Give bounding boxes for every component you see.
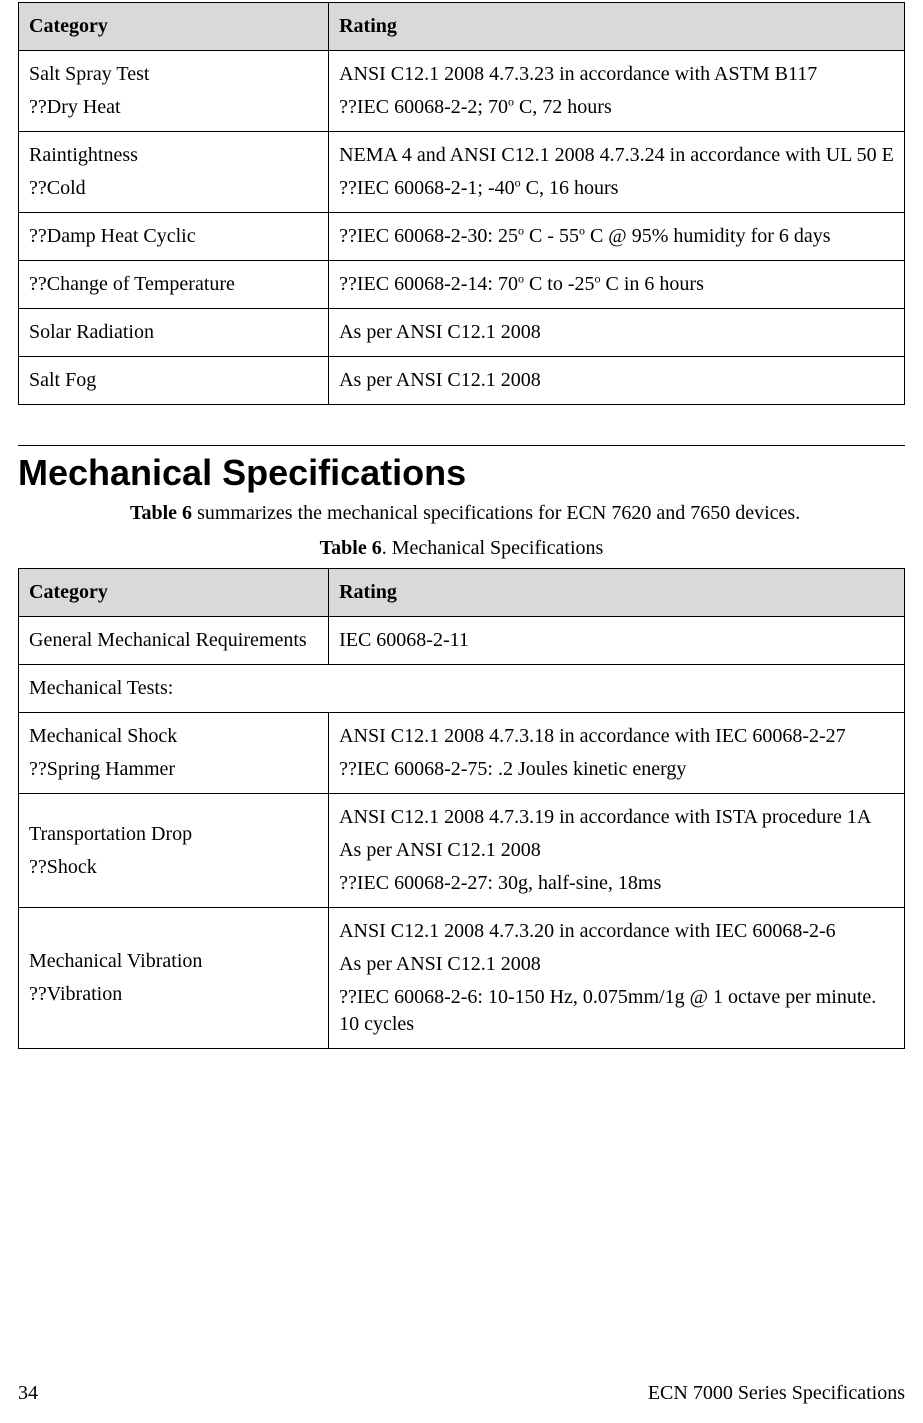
table1-header-rating: Rating	[329, 3, 905, 51]
table-cell: Salt Spray Test ??Dry Heat	[19, 51, 329, 132]
cell-line: ??IEC 60068-2-14: 70o C to -25o C in 6 h…	[339, 271, 894, 298]
table-cell: ??Damp Heat Cyclic	[19, 213, 329, 261]
cell-line: As per ANSI C12.1 2008	[339, 951, 894, 978]
cell-line: ??Cold	[29, 175, 318, 202]
table-cell: General Mechanical Requirements	[19, 617, 329, 665]
table-row: Salt Fog As per ANSI C12.1 2008	[19, 357, 905, 405]
section-heading: Mechanical Specifications	[18, 452, 905, 494]
page-number: 34	[18, 1382, 38, 1405]
table-row: Mechanical Shock ??Spring Hammer ANSI C12.…	[19, 713, 905, 794]
cell-line: ??Damp Heat Cyclic	[29, 223, 318, 250]
table-row: ??Change of Temperature ??IEC 60068-2-14:…	[19, 261, 905, 309]
cell-line: Mechanical Shock	[29, 723, 318, 750]
table1-header-category: Category	[19, 3, 329, 51]
intro-table-ref: Table 6	[130, 502, 192, 524]
cell-line: Salt Fog	[29, 367, 318, 394]
cell-line: NEMA 4 and ANSI C12.1 2008 4.7.3.24 in a…	[339, 142, 894, 169]
cell-line: As per ANSI C12.1 2008	[339, 837, 894, 864]
caption-rest: . Mechanical Specifications	[382, 537, 604, 559]
cell-line: As per ANSI C12.1 2008	[339, 367, 894, 394]
table-cell: ??IEC 60068-2-30: 25o C - 55o C @ 95% hu…	[329, 213, 905, 261]
table-row: ??Damp Heat Cyclic ??IEC 60068-2-30: 25o …	[19, 213, 905, 261]
table-cell: ANSI C12.1 2008 4.7.3.18 in accordance w…	[329, 713, 905, 794]
table2-header-category: Category	[19, 569, 329, 617]
environmental-spec-table: Category Rating Salt Spray Test ??Dry Hea…	[18, 2, 905, 405]
table-cell: Mechanical Shock ??Spring Hammer	[19, 713, 329, 794]
cell-line: As per ANSI C12.1 2008	[339, 319, 894, 346]
section-divider	[18, 445, 905, 446]
table-cell: ANSI C12.1 2008 4.7.3.19 in accordance w…	[329, 794, 905, 908]
table-row: Transportation Drop ??Shock ANSI C12.1 200…	[19, 794, 905, 908]
table-cell: ??IEC 60068-2-14: 70o C to -25o C in 6 h…	[329, 261, 905, 309]
table-cell: Salt Fog	[19, 357, 329, 405]
table-cell-full: Mechanical Tests:	[19, 665, 905, 713]
cell-line: ??Spring Hammer	[29, 756, 318, 783]
cell-line: ??IEC 60068-2-1; -40o C, 16 hours	[339, 175, 894, 202]
table-cell: As per ANSI C12.1 2008	[329, 357, 905, 405]
caption-prefix: Table 6	[320, 537, 382, 559]
cell-line: ??IEC 60068-2-75: .2 Joules kinetic ener…	[339, 756, 894, 783]
intro-text: summarizes the mechanical specifications…	[192, 502, 800, 524]
page-footer: 34 ECN 7000 Series Specifications	[18, 1382, 905, 1405]
table6-caption: Table 6. Mechanical Specifications	[18, 537, 905, 560]
cell-line: General Mechanical Requirements	[29, 627, 318, 654]
table-cell: Transportation Drop ??Shock	[19, 794, 329, 908]
cell-line: ??Vibration	[29, 981, 318, 1008]
cell-line: ANSI C12.1 2008 4.7.3.20 in accordance w…	[339, 918, 894, 945]
table-cell: ANSI C12.1 2008 4.7.3.23 in accordance w…	[329, 51, 905, 132]
mechanical-spec-table: Category Rating General Mechanical Requi…	[18, 568, 905, 1049]
cell-line: ??IEC 60068-2-30: 25o C - 55o C @ 95% hu…	[339, 223, 894, 250]
table-cell: NEMA 4 and ANSI C12.1 2008 4.7.3.24 in a…	[329, 132, 905, 213]
cell-line: ??IEC 60068-2-6: 10-150 Hz, 0.075mm/1g @…	[339, 984, 894, 1038]
table-row: Salt Spray Test ??Dry Heat ANSI C12.1 2008…	[19, 51, 905, 132]
table-cell: Mechanical Vibration ??Vibration	[19, 908, 329, 1049]
table-cell: Raintightness ??Cold	[19, 132, 329, 213]
table-cell: IEC 60068-2-11	[329, 617, 905, 665]
cell-line: ANSI C12.1 2008 4.7.3.23 in accordance w…	[339, 61, 894, 88]
table-row: Mechanical Vibration ??Vibration ANSI C12.…	[19, 908, 905, 1049]
section-intro: Table 6 summarizes the mechanical specif…	[130, 500, 905, 527]
table-cell: Solar Radiation	[19, 309, 329, 357]
table-row: Raintightness ??Cold NEMA 4 and ANSI C12.1…	[19, 132, 905, 213]
table2-header-rating: Rating	[329, 569, 905, 617]
cell-line: Transportation Drop	[29, 821, 318, 848]
cell-line: Solar Radiation	[29, 319, 318, 346]
cell-line: Salt Spray Test	[29, 61, 318, 88]
cell-line: Mechanical Vibration	[29, 948, 318, 975]
cell-line: IEC 60068-2-11	[339, 627, 894, 654]
cell-line: ??Shock	[29, 854, 318, 881]
cell-line: ??IEC 60068-2-2; 70o C, 72 hours	[339, 94, 894, 121]
cell-line: ANSI C12.1 2008 4.7.3.18 in accordance w…	[339, 723, 894, 750]
cell-line: ??Dry Heat	[29, 94, 318, 121]
cell-line: ANSI C12.1 2008 4.7.3.19 in accordance w…	[339, 804, 894, 831]
table-cell: ??Change of Temperature	[19, 261, 329, 309]
cell-line: ??Change of Temperature	[29, 271, 318, 298]
table-row: Mechanical Tests:	[19, 665, 905, 713]
table-row: General Mechanical Requirements IEC 60068…	[19, 617, 905, 665]
table-row: Solar Radiation As per ANSI C12.1 2008	[19, 309, 905, 357]
cell-line: ??IEC 60068-2-27: 30g, half-sine, 18ms	[339, 870, 894, 897]
cell-line: Raintightness	[29, 142, 318, 169]
table-cell: As per ANSI C12.1 2008	[329, 309, 905, 357]
table-cell: ANSI C12.1 2008 4.7.3.20 in accordance w…	[329, 908, 905, 1049]
doc-title: ECN 7000 Series Specifications	[648, 1382, 905, 1405]
